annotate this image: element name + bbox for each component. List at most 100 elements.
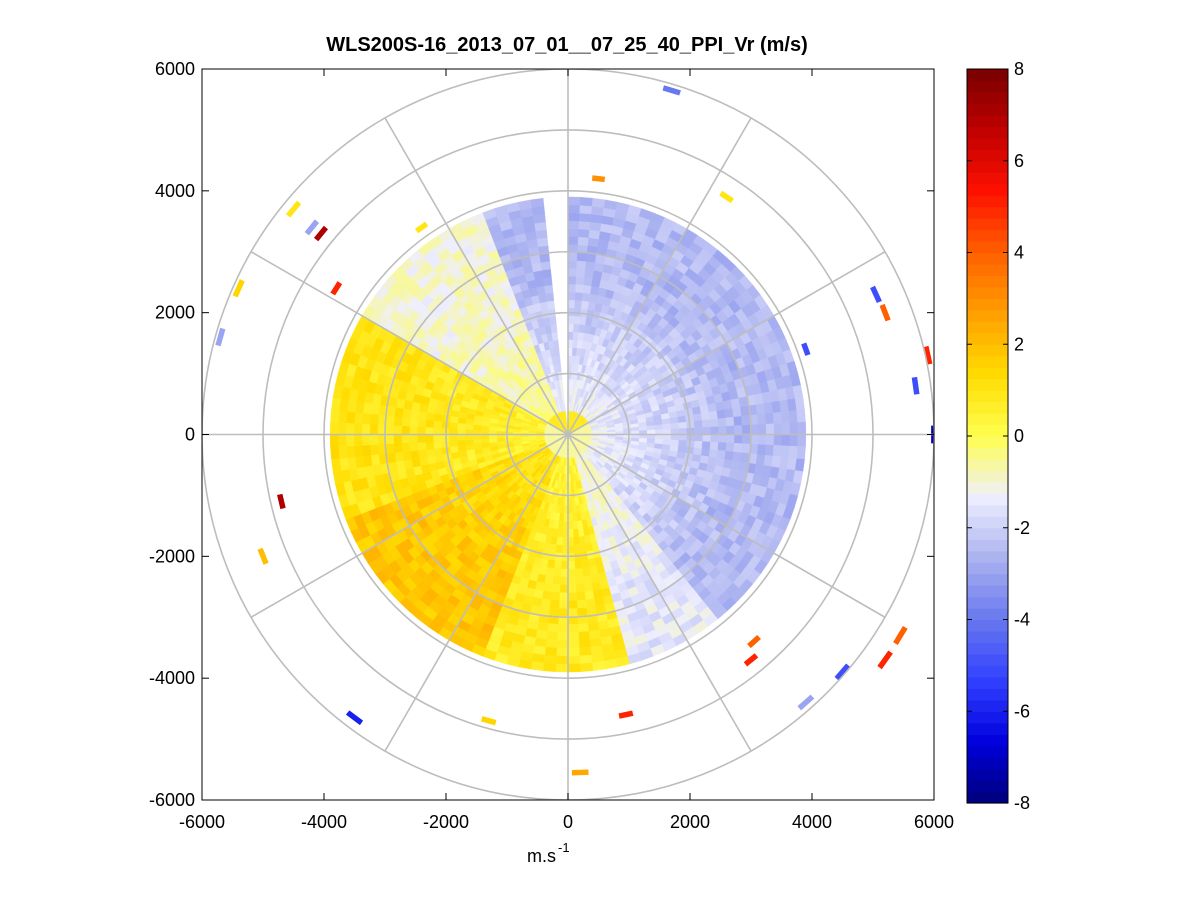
scatter-return [277,493,286,510]
velocity-cell [538,293,548,304]
velocity-cell [588,629,601,640]
colorbar-cell [967,367,1008,380]
scatter-return [719,190,734,204]
velocity-cell [545,567,555,577]
colorbar-cell [967,275,1008,288]
x-tick-label: -4000 [301,812,347,832]
velocity-cell [555,663,569,673]
velocity-cell [561,545,569,554]
y-tick-label: 2000 [155,303,195,323]
velocity-cell [353,423,363,435]
scatter-return [870,285,882,304]
velocity-cell [654,424,664,431]
velocity-cell [362,454,373,467]
velocity-cell [457,445,467,453]
colorbar-cell [967,160,1008,173]
colorbar-cell [967,527,1008,540]
velocity-cell [556,632,569,641]
velocity-cell [662,434,672,441]
velocity-cell [560,568,569,578]
velocity-cell [585,598,596,608]
colorbar-cell [967,791,1008,804]
scatter-return [834,663,851,681]
velocity-cell [504,437,514,442]
velocity-cell [464,439,474,446]
scatter-return [923,345,933,365]
velocity-cell [586,606,597,616]
velocity-cell [567,299,576,309]
scatter-return [618,710,634,719]
velocity-cell [567,560,576,570]
y-tick-label: 6000 [155,59,195,79]
velocity-cell [330,409,340,423]
polar-grid [202,69,934,800]
velocity-cell [567,655,581,665]
velocity-cell [540,261,551,271]
velocity-cell [702,434,711,443]
velocity-cell [562,529,569,538]
velocity-cell [547,623,559,633]
velocity-cell [765,423,775,435]
velocity-cell [582,284,592,294]
velocity-cell [734,425,743,435]
colorbar-cell [967,229,1008,242]
velocity-cell [346,445,356,458]
velocity-cell [796,409,806,423]
colorbar-cell [967,688,1008,701]
velocity-cell [740,405,750,417]
velocity-cell [763,402,774,415]
velocity-cell [567,600,578,609]
colorbar-cell [967,780,1008,793]
velocity-cell [780,445,790,458]
velocity-cell [567,537,575,546]
polar-spoke [250,433,569,618]
velocity-cell [708,449,719,459]
velocity-cell [456,428,466,435]
velocity-cell [578,220,591,230]
polar-spoke [250,251,569,436]
colorbar-cell [967,573,1008,586]
velocity-cell [432,427,442,435]
velocity-cell [556,536,563,546]
scatter-return [879,303,891,322]
velocity-cell [549,316,557,326]
x-tick-label: 6000 [914,812,954,832]
colorbar-tick-label: 0 [1014,426,1024,446]
velocity-cell [788,410,798,424]
colorbar-cell [967,516,1008,529]
velocity-cell [576,591,586,601]
velocity-cell [718,426,727,435]
polar-spoke [567,251,886,436]
colorbar-cell [967,195,1008,208]
colorbar-cell [967,653,1008,666]
velocity-cell [742,424,751,435]
velocity-cell [734,434,743,444]
scatter-return [877,650,893,670]
velocity-cell [361,444,372,457]
velocity-cell [741,415,751,426]
velocity-cell [448,434,458,441]
velocity-cell [561,552,569,562]
velocity-cell [567,529,574,538]
velocity-cell [567,307,575,317]
scatter-return [571,769,589,776]
velocity-cell [567,576,577,586]
velocity-cell [588,229,601,240]
velocity-cell [560,560,569,570]
colorbar-cell [967,241,1008,254]
colorbar: -8 -6 -4 -2 0 2 4 6 8 [966,59,1030,813]
colorbar-cell [967,390,1008,403]
velocity-cell [573,544,581,554]
x-tick-label: 4000 [792,812,832,832]
velocity-cell [546,300,555,310]
velocity-cell [433,440,443,449]
velocity-cell [409,434,418,443]
velocity-cell [578,212,592,223]
velocity-cell [555,655,569,665]
velocity-cell [575,576,584,585]
velocity-cell [567,552,575,562]
velocity-cell [425,434,434,443]
y-tick-label: 4000 [155,181,195,201]
velocity-cell [567,608,578,617]
velocity-cell [331,458,342,472]
